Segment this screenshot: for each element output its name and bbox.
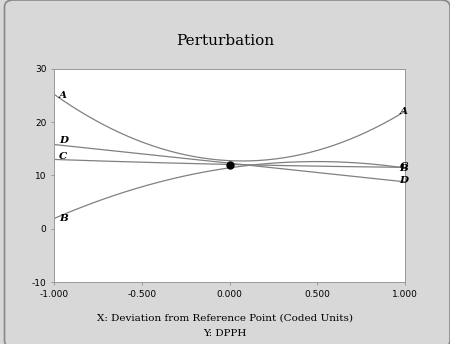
Text: A: A bbox=[400, 107, 408, 116]
Text: Y: DPPH: Y: DPPH bbox=[203, 329, 247, 338]
Text: C: C bbox=[59, 152, 68, 161]
Text: X: Deviation from Reference Point (Coded Units): X: Deviation from Reference Point (Coded… bbox=[97, 314, 353, 323]
Text: C: C bbox=[400, 162, 408, 171]
Text: Perturbation: Perturbation bbox=[176, 34, 274, 48]
Text: D: D bbox=[59, 136, 68, 145]
Text: B: B bbox=[400, 164, 409, 173]
Text: B: B bbox=[59, 214, 68, 223]
Text: D: D bbox=[400, 176, 409, 185]
Text: A: A bbox=[59, 91, 67, 100]
